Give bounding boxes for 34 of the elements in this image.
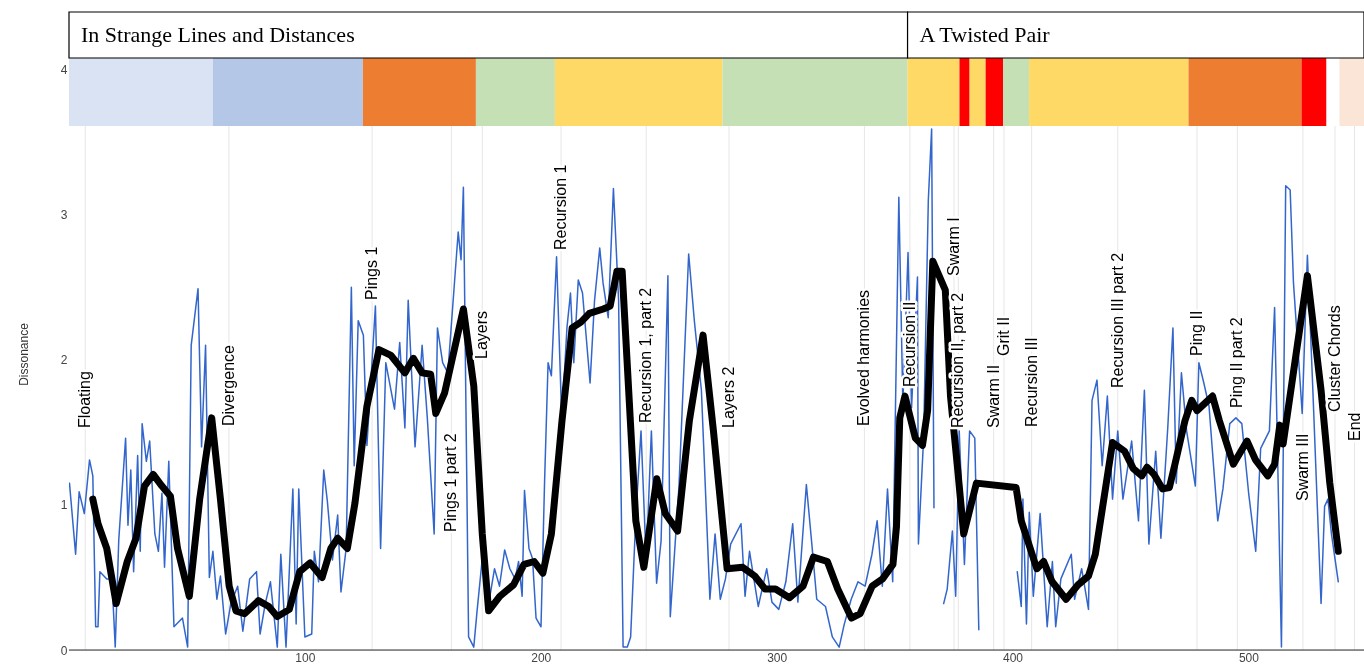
x-tick-label: 300 bbox=[767, 650, 788, 665]
band-label: A Twisted Pair bbox=[919, 22, 1051, 47]
x-tick-label: 400 bbox=[1003, 650, 1024, 665]
y-tick-label: 4 bbox=[60, 63, 68, 78]
ref-line-label: Recursion III part 2 bbox=[1108, 252, 1126, 388]
ref-line-label: Ping II bbox=[1187, 310, 1205, 356]
ref-line-label: Grit II bbox=[995, 316, 1013, 356]
ref-line-label: Layers bbox=[473, 310, 491, 359]
ref-line-label: Recursion III bbox=[1022, 337, 1040, 427]
ref-line-label: Recursion II bbox=[900, 301, 918, 387]
ref-line-label: Pings 1 bbox=[363, 246, 381, 300]
y-tick-label: 2 bbox=[60, 353, 68, 368]
ref-line-label: Divergence bbox=[219, 344, 237, 426]
ref-line-label: Recursion 1 bbox=[552, 164, 570, 250]
y-axis-title: Dissonance bbox=[16, 322, 31, 386]
ref-line-label: Cluster Chords bbox=[1325, 305, 1343, 412]
ref-line-label: Pings 1 part 2 bbox=[442, 433, 460, 532]
ref-line-label: End bbox=[1345, 412, 1363, 441]
ref-line-label: Swarm III bbox=[1293, 433, 1311, 501]
band-label: In Strange Lines and Distances bbox=[81, 22, 355, 47]
y-tick-label: 3 bbox=[60, 208, 68, 223]
y-tick-label: 0 bbox=[60, 643, 68, 658]
ref-line-label: Swarm I bbox=[945, 217, 963, 276]
ref-line-label: Recursion 1, part 2 bbox=[637, 287, 655, 423]
ref-line-label: Swarm II bbox=[984, 364, 1002, 428]
ref-line-label: Recursion II, part 2 bbox=[949, 292, 967, 428]
ref-line-label: Ping II part 2 bbox=[1228, 317, 1246, 408]
x-tick-label: 500 bbox=[1238, 650, 1260, 665]
y-tick-label: 1 bbox=[60, 498, 68, 513]
x-tick-label: 100 bbox=[295, 650, 316, 665]
ref-line-label: Layers 2 bbox=[720, 366, 737, 428]
x-tick-label: 200 bbox=[531, 650, 552, 665]
ref-line-label: Evolved harmonies bbox=[855, 289, 873, 426]
ref-line-label: Floating bbox=[76, 371, 94, 428]
